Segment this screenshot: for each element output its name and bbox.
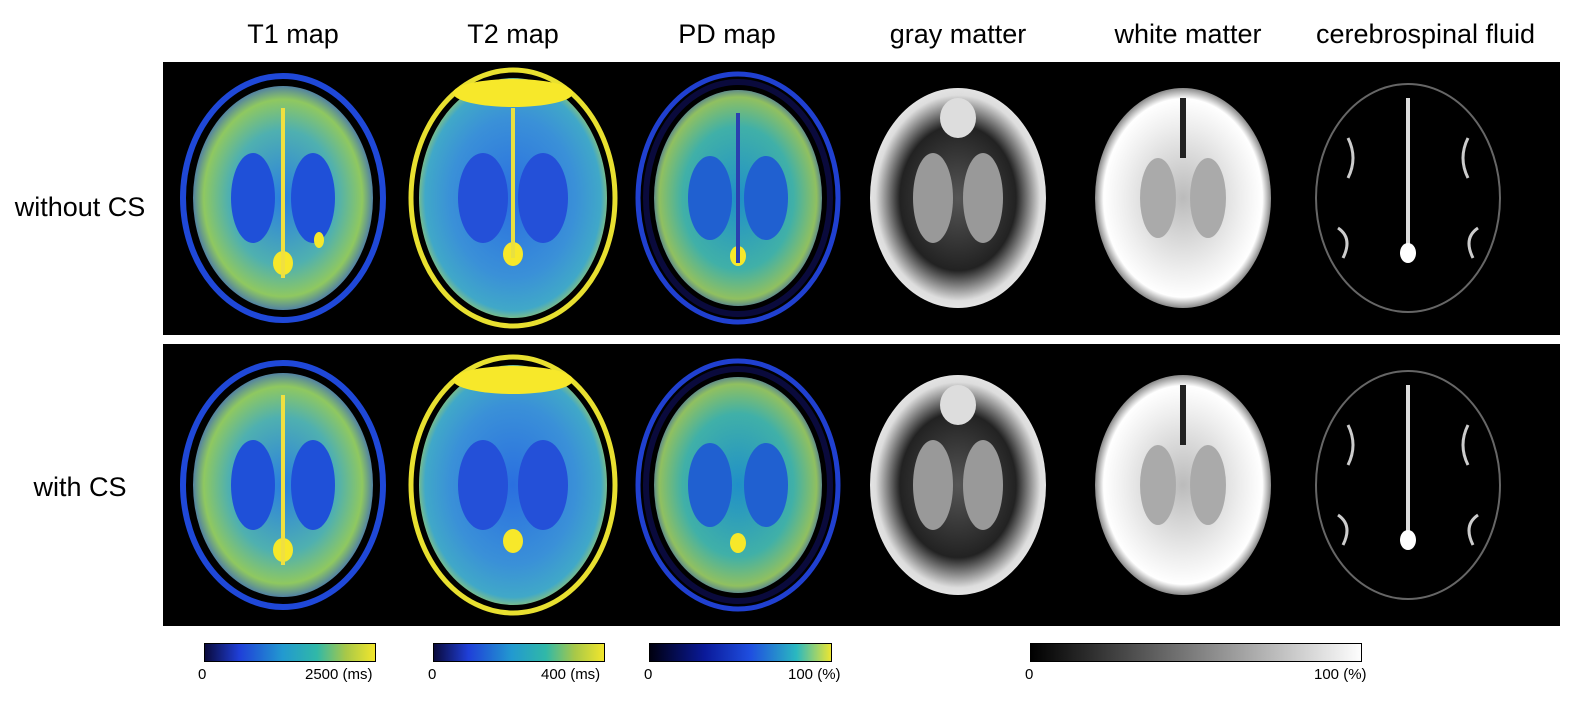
- row-label-with-cs: with CS: [33, 472, 127, 502]
- colorbar-t2-min: 0: [428, 666, 437, 683]
- csf-image: [1315, 83, 1501, 313]
- colorbar-tissue-min: 0: [1025, 666, 1034, 683]
- colorbar-tissue: [1030, 643, 1362, 662]
- row-label-without-cs: without CS: [14, 192, 146, 222]
- t1-map-image: [180, 360, 386, 610]
- white-matter-image: [1095, 375, 1271, 595]
- colorbar-pd-min: 0: [644, 666, 653, 683]
- colorbar-pd: [649, 643, 832, 662]
- image-panel-without-cs: [163, 62, 1560, 335]
- colorbar-t1: [204, 643, 376, 662]
- t2-map-image: [408, 354, 618, 616]
- column-title-white-matter: white matter: [1114, 19, 1262, 49]
- t1-map-image: [180, 73, 386, 323]
- gray-matter-image: [870, 375, 1046, 595]
- csf-image: [1315, 370, 1501, 600]
- column-title-t1: T1 map: [247, 19, 339, 49]
- column-title-gray-matter: gray matter: [889, 19, 1027, 49]
- column-title-csf: cerebrospinal fluid: [1315, 19, 1536, 49]
- white-matter-image: [1095, 88, 1271, 308]
- t2-map-image: [408, 67, 618, 329]
- colorbar-t2: [433, 643, 605, 662]
- colorbar-t2-max: 400 (ms): [541, 666, 601, 683]
- gray-matter-image: [870, 88, 1046, 308]
- pd-map-image: [635, 358, 841, 612]
- image-panel-with-cs: [163, 344, 1560, 626]
- column-title-t2: T2 map: [467, 19, 559, 49]
- colorbar-t1-max: 2500 (ms): [305, 666, 373, 683]
- colorbar-t1-min: 0: [198, 666, 207, 683]
- column-title-pd: PD map: [678, 19, 776, 49]
- colorbar-tissue-max: 100 (%): [1314, 666, 1367, 683]
- colorbar-pd-max: 100 (%): [788, 666, 841, 683]
- pd-map-image: [635, 71, 841, 325]
